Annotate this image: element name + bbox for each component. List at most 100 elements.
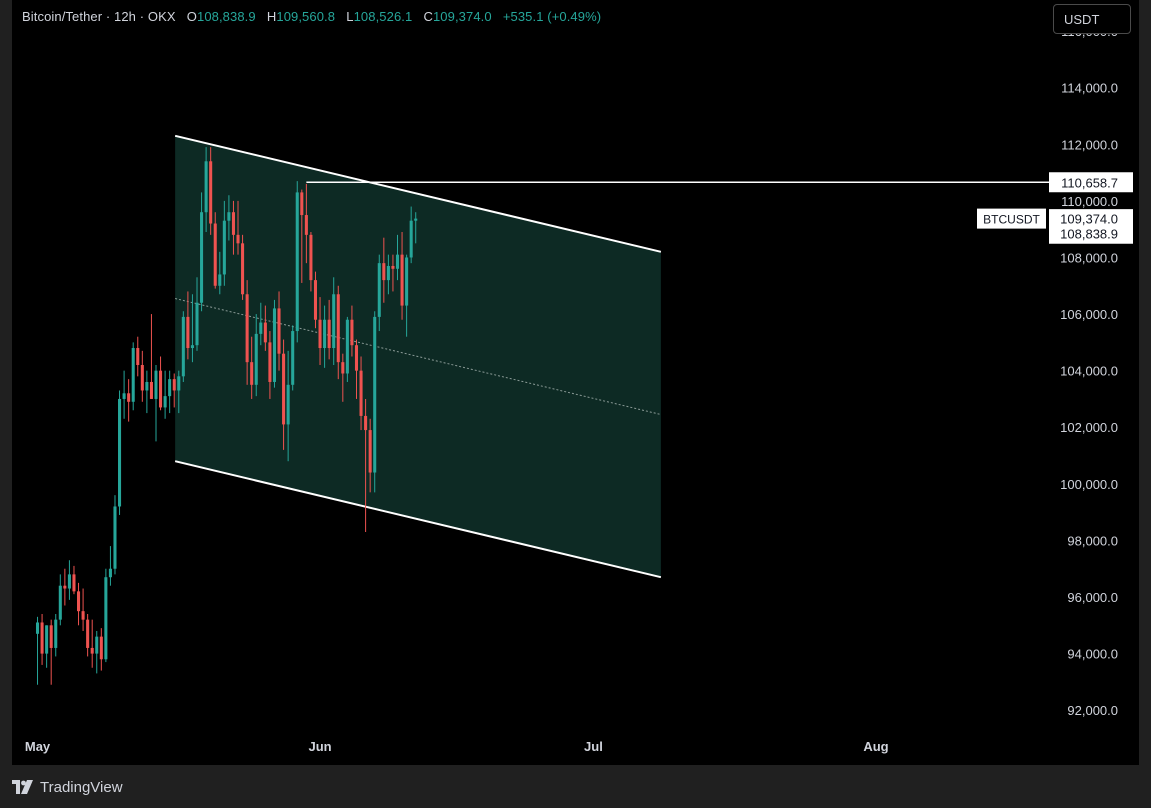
- candle-body: [350, 319, 354, 346]
- y-axis-tick-label: 98,000.0: [1067, 533, 1118, 548]
- candle-body: [386, 265, 390, 281]
- candle-body: [108, 568, 112, 578]
- candle-body: [222, 220, 226, 275]
- candle-body: [336, 294, 340, 363]
- open-price-tag: 108,838.9: [1060, 227, 1118, 242]
- currency-label: USDT: [1064, 11, 1100, 27]
- candle-body: [163, 396, 167, 408]
- candle-body: [405, 257, 409, 306]
- candle-body: [409, 220, 413, 258]
- candle-body: [118, 398, 122, 507]
- candle-body: [131, 348, 135, 402]
- candle-body: [181, 316, 185, 377]
- channel-upper-line: [174, 134, 662, 253]
- candle-body: [77, 591, 81, 612]
- candle-body: [231, 212, 235, 235]
- channel-lower-line: [174, 460, 662, 579]
- candle-body: [168, 379, 172, 397]
- high-value: 109,560.8: [276, 9, 336, 24]
- candle-body: [377, 263, 381, 317]
- footer: TradingView: [12, 774, 123, 800]
- candle-body: [190, 345, 194, 349]
- candle-body: [204, 161, 208, 213]
- candle-body: [104, 577, 108, 660]
- candle-body: [414, 218, 418, 221]
- candle-body: [45, 625, 49, 654]
- high-label: H: [266, 9, 277, 24]
- ohlc-legend: Bitcoin/Tether · 12h · OKX O108,838.9 H1…: [22, 9, 601, 24]
- low-value: 108,526.1: [353, 9, 413, 24]
- candle-body: [309, 234, 313, 281]
- candle-body: [341, 362, 345, 374]
- candle-body: [236, 234, 240, 244]
- candle-body: [154, 370, 158, 399]
- candle-body: [250, 362, 254, 385]
- currency-button[interactable]: USDT: [1053, 4, 1131, 34]
- candle-body: [295, 192, 299, 332]
- channel-midline: [175, 298, 661, 416]
- symbol-title[interactable]: Bitcoin/Tether · 12h · OKX: [22, 9, 176, 24]
- candle-body: [195, 302, 199, 346]
- candle-body: [95, 636, 99, 654]
- candle-body: [40, 622, 44, 654]
- candle-body: [136, 348, 140, 365]
- price-chart[interactable]: 116,000.0114,000.0112,000.0110,000.0108,…: [12, 0, 1139, 765]
- x-axis-tick-label: Jun: [308, 739, 331, 754]
- x-axis-tick-label: Aug: [863, 739, 888, 754]
- candle-body: [400, 254, 404, 306]
- tradingview-logo-icon[interactable]: [12, 780, 34, 794]
- candle-body: [241, 243, 245, 295]
- footer-brand[interactable]: TradingView: [40, 778, 123, 796]
- candle-body: [145, 381, 149, 391]
- candle-body: [391, 265, 395, 269]
- candle-body: [177, 376, 181, 391]
- candle-body: [282, 353, 286, 425]
- candle-body: [149, 381, 153, 399]
- chart-area[interactable]: 116,000.0114,000.0112,000.0110,000.0108,…: [12, 0, 1139, 765]
- x-axis-tick-label: May: [25, 739, 51, 754]
- candle-body: [373, 316, 377, 473]
- candle-body: [268, 342, 272, 382]
- candle-body: [218, 274, 222, 286]
- resistance-price-tag: 110,658.7: [1061, 175, 1118, 190]
- candle-body: [313, 280, 318, 320]
- change-value: +535.1 (+0.49%): [502, 9, 602, 24]
- candle-body: [304, 215, 308, 235]
- y-axis-tick-label: 96,000.0: [1067, 590, 1118, 605]
- candle-body: [63, 585, 67, 589]
- candle-body: [318, 319, 322, 349]
- candle-body: [213, 223, 217, 286]
- resistance-price-tag-box: [1049, 172, 1133, 193]
- candle-body: [127, 393, 131, 402]
- candle-body: [291, 331, 295, 385]
- candle-body: [332, 294, 336, 349]
- low-label: L: [346, 9, 354, 24]
- close-label: C: [423, 9, 433, 24]
- candle-body: [245, 294, 249, 363]
- candle-body: [359, 370, 363, 416]
- candle-body: [122, 393, 126, 399]
- y-axis-tick-label: 112,000.0: [1061, 137, 1118, 152]
- y-axis-tick-label: 108,000.0: [1060, 250, 1118, 265]
- y-axis-tick-label: 92,000.0: [1067, 703, 1118, 718]
- symbol-tag-box: [977, 208, 1046, 229]
- candle-body: [395, 254, 400, 269]
- symbol-tag: BTCUSDT: [983, 213, 1040, 227]
- open-value: 108,838.9: [196, 9, 256, 24]
- y-axis-tick-label: 110,000.0: [1061, 194, 1118, 209]
- candle-body: [113, 506, 117, 569]
- candle-body: [345, 319, 349, 374]
- y-axis-tick-label: 104,000.0: [1060, 364, 1118, 379]
- candle-body: [49, 625, 53, 648]
- y-axis-tick-label: 114,000.0: [1061, 81, 1118, 96]
- candle-body: [90, 647, 94, 654]
- candle-body: [54, 619, 58, 648]
- candle-body: [209, 161, 213, 224]
- candle-body: [254, 333, 258, 385]
- candle-body: [172, 379, 176, 391]
- y-axis-tick-label: 106,000.0: [1060, 307, 1118, 322]
- x-axis-tick-label: Jul: [584, 739, 603, 754]
- candle-body: [159, 370, 163, 408]
- candle-body: [300, 192, 304, 216]
